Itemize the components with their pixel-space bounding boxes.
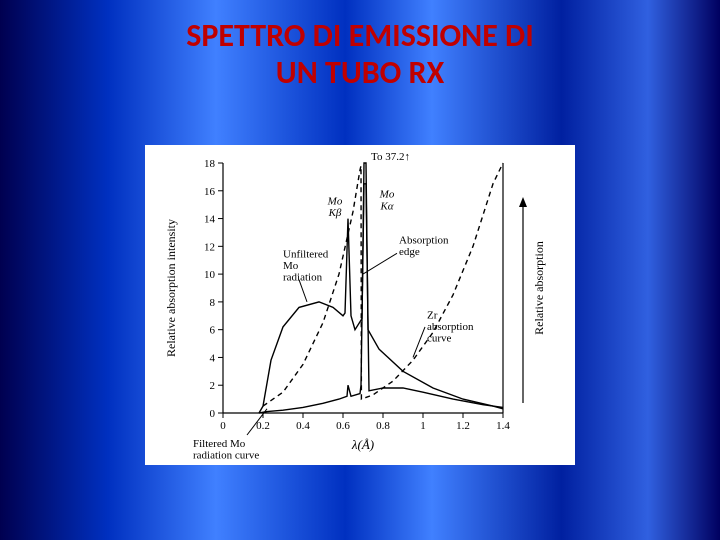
slide-root: SPETTRO DI EMISSIONE DI UN TUBO RX 00.20… bbox=[0, 0, 720, 540]
slide-title: SPETTRO DI EMISSIONE DI UN TUBO RX bbox=[0, 18, 720, 92]
svg-text:1.2: 1.2 bbox=[456, 420, 470, 432]
svg-text:1: 1 bbox=[420, 420, 426, 432]
svg-text:UnfilteredMoradiation: UnfilteredMoradiation bbox=[283, 248, 329, 283]
svg-text:0.6: 0.6 bbox=[336, 420, 350, 432]
svg-text:λ(Å): λ(Å) bbox=[351, 437, 374, 452]
title-line1: SPETTRO DI EMISSIONE DI bbox=[186, 16, 534, 55]
svg-text:Absorptionedge: Absorptionedge bbox=[399, 235, 449, 259]
svg-text:12: 12 bbox=[204, 241, 215, 253]
svg-text:Zrabsorptioncurve: Zrabsorptioncurve bbox=[427, 310, 474, 345]
svg-text:4: 4 bbox=[210, 352, 216, 364]
svg-text:MoKβ: MoKβ bbox=[327, 196, 343, 220]
svg-text:8: 8 bbox=[210, 297, 216, 309]
svg-text:0: 0 bbox=[210, 408, 216, 420]
title-line2: UN TUBO RX bbox=[276, 53, 444, 92]
svg-text:2: 2 bbox=[210, 380, 216, 392]
svg-text:Relative absorption intensity: Relative absorption intensity bbox=[164, 219, 178, 357]
svg-text:0.8: 0.8 bbox=[376, 420, 390, 432]
svg-text:0.2: 0.2 bbox=[256, 420, 270, 432]
svg-text:14: 14 bbox=[204, 214, 216, 226]
svg-text:1.4: 1.4 bbox=[496, 420, 510, 432]
svg-text:Filtered Moradiation curve: Filtered Moradiation curve bbox=[193, 438, 259, 462]
svg-text:0.4: 0.4 bbox=[296, 420, 310, 432]
svg-text:MoKα: MoKα bbox=[379, 189, 395, 213]
svg-text:18: 18 bbox=[204, 158, 216, 170]
svg-text:16: 16 bbox=[204, 186, 216, 198]
emission-spectrum-chart: 0 0.2 0.4 0.6 0.8 1 1.2 1.4 0 2 4 6 8 10 12 14 16 18 λ(Å) R… bbox=[145, 145, 575, 465]
svg-text:0: 0 bbox=[220, 420, 226, 432]
svg-text:10: 10 bbox=[204, 269, 216, 281]
svg-text:To 37.2↑: To 37.2↑ bbox=[371, 151, 410, 163]
svg-text:6: 6 bbox=[210, 325, 216, 337]
svg-text:Relative absorption: Relative absorption bbox=[532, 241, 546, 335]
